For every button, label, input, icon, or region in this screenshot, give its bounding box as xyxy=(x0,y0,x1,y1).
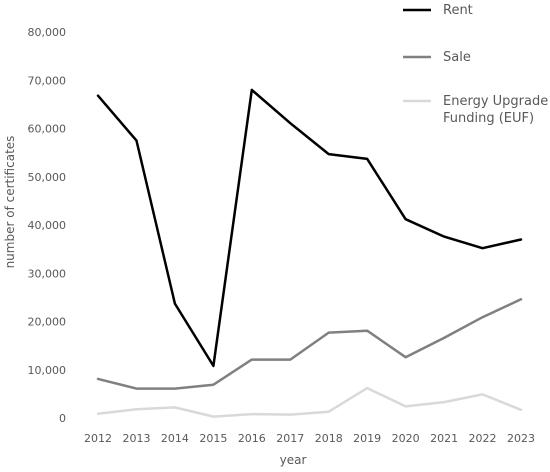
legend-label: Rent xyxy=(443,3,473,18)
x-tick-label: 2018 xyxy=(315,432,343,445)
x-tick-label: 2012 xyxy=(84,432,112,445)
series-line-rent xyxy=(96,88,523,368)
y-tick-label: 0 xyxy=(59,412,66,425)
series-lines xyxy=(96,88,523,418)
x-tick-label: 2014 xyxy=(161,432,189,445)
x-tick-label: 2022 xyxy=(469,432,497,445)
x-tick-label: 2021 xyxy=(430,432,458,445)
legend-label: Energy Upgrade xyxy=(443,94,548,109)
y-tick-label: 40,000 xyxy=(28,219,67,232)
x-tick-label: 2017 xyxy=(276,432,304,445)
x-tick-label: 2015 xyxy=(199,432,227,445)
y-tick-label: 50,000 xyxy=(28,171,67,184)
x-tick-label: 2013 xyxy=(122,432,150,445)
x-tick-label: 2019 xyxy=(353,432,381,445)
x-tick-label: 2020 xyxy=(392,432,420,445)
y-tick-label: 20,000 xyxy=(28,316,67,329)
series-line-sale xyxy=(96,298,523,390)
y-tick-label: 10,000 xyxy=(28,364,67,377)
series-line-energy-upgrade-funding-euf xyxy=(96,386,523,418)
legend-label: Funding (EUF) xyxy=(443,111,534,126)
y-tick-label: 30,000 xyxy=(28,267,67,280)
x-tick-label: 2016 xyxy=(238,432,266,445)
x-axis-ticks: 2012 2013 2014 2015 2016 2017 2018 2019 2020 2021… xyxy=(84,432,535,445)
y-axis-title: number of certificates xyxy=(3,136,17,269)
y-tick-label: 70,000 xyxy=(28,74,67,87)
legend: Rent Sale Energy Upgrade Funding (EUF) xyxy=(403,3,548,126)
y-tick-label: 60,000 xyxy=(28,123,67,136)
x-axis-title: year xyxy=(280,453,307,467)
y-axis-ticks: 0 10,000 20,000 30,000 40,000 50,000 60,000 70,… xyxy=(28,26,67,425)
legend-label: Sale xyxy=(443,50,471,65)
y-tick-label: 80,000 xyxy=(28,26,67,39)
x-tick-label: 2023 xyxy=(507,432,535,445)
